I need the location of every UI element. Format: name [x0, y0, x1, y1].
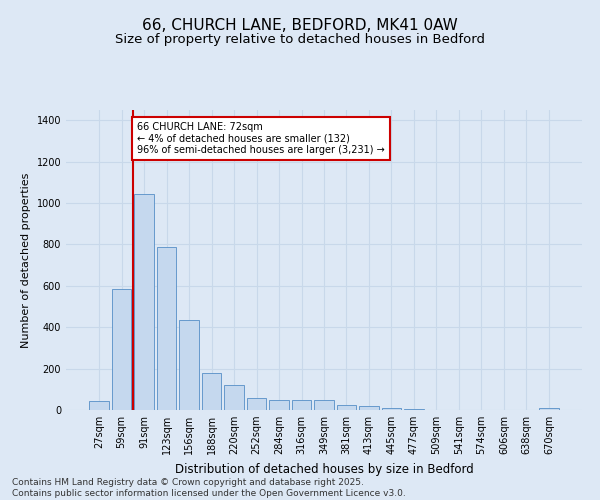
Y-axis label: Number of detached properties: Number of detached properties: [21, 172, 31, 348]
Text: 66, CHURCH LANE, BEDFORD, MK41 0AW: 66, CHURCH LANE, BEDFORD, MK41 0AW: [142, 18, 458, 32]
Bar: [314, 400, 334, 410]
Bar: [157, 246, 176, 410]
Bar: [269, 400, 289, 410]
Bar: [382, 408, 401, 410]
Bar: [202, 373, 221, 410]
Bar: [112, 289, 131, 410]
Bar: [359, 406, 379, 410]
Bar: [292, 400, 311, 410]
Bar: [404, 409, 424, 410]
Bar: [224, 385, 244, 410]
Bar: [337, 405, 356, 410]
Bar: [179, 320, 199, 410]
Bar: [247, 398, 266, 410]
Bar: [134, 194, 154, 410]
Bar: [539, 408, 559, 410]
Text: Size of property relative to detached houses in Bedford: Size of property relative to detached ho…: [115, 32, 485, 46]
Bar: [89, 400, 109, 410]
Text: 66 CHURCH LANE: 72sqm
← 4% of detached houses are smaller (132)
96% of semi-deta: 66 CHURCH LANE: 72sqm ← 4% of detached h…: [137, 122, 385, 155]
X-axis label: Distribution of detached houses by size in Bedford: Distribution of detached houses by size …: [175, 462, 473, 475]
Text: Contains HM Land Registry data © Crown copyright and database right 2025.
Contai: Contains HM Land Registry data © Crown c…: [12, 478, 406, 498]
